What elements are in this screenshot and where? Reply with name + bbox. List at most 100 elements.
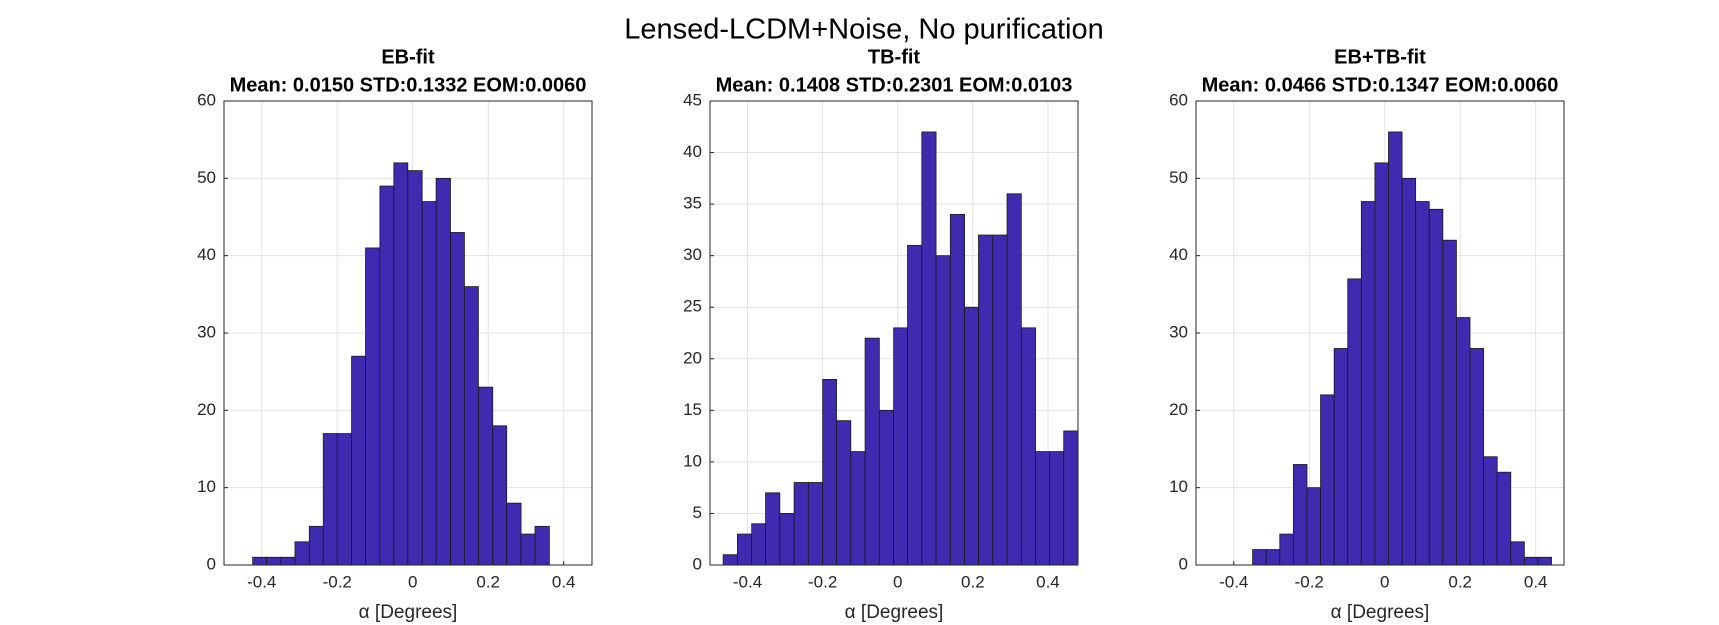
bar	[1483, 456, 1498, 566]
panel-title: EB+TB-fit	[1334, 46, 1426, 68]
x-tick-label: 0.2	[961, 572, 985, 591]
bar	[520, 533, 536, 566]
bar	[450, 232, 465, 566]
bar	[964, 306, 979, 566]
bar	[1415, 201, 1430, 566]
panel-subtitle: Mean: 0.0466 STD:0.1347 EOM:0.0060	[1202, 74, 1559, 96]
axes-box	[223, 100, 593, 566]
bar	[1265, 549, 1281, 566]
bar	[407, 170, 423, 566]
bar	[252, 556, 268, 566]
bar	[1360, 201, 1376, 566]
bar	[1333, 348, 1349, 566]
bar	[1401, 177, 1417, 566]
bar	[1006, 193, 1022, 566]
bar	[1456, 317, 1471, 566]
y-tick-label: 20	[683, 348, 702, 367]
bar	[850, 451, 866, 566]
y-tick-label: 30	[197, 322, 216, 341]
x-axis-label: α [Degrees]	[1331, 602, 1430, 623]
bar	[477, 386, 494, 566]
bar	[365, 247, 381, 566]
bar	[1510, 541, 1525, 566]
x-tick-label: 0.4	[1036, 572, 1060, 591]
y-tick-label: 30	[683, 245, 702, 264]
bar	[949, 214, 965, 566]
bar	[793, 482, 809, 566]
y-tick-label: 60	[1169, 90, 1188, 109]
y-tick-label: 30	[1169, 322, 1188, 341]
y-tick-label: 10	[1169, 477, 1188, 496]
bar	[421, 201, 437, 566]
x-axis-label: α [Degrees]	[359, 602, 458, 623]
panel-subtitle: Mean: 0.0150 STD:0.1332 EOM:0.0060	[230, 74, 587, 96]
bar	[1388, 131, 1403, 566]
bar	[1537, 556, 1552, 566]
bar	[935, 255, 951, 566]
x-tick-label: 0.2	[1448, 572, 1472, 591]
x-tick-label: 0	[893, 572, 902, 591]
bar	[722, 554, 738, 566]
y-tick-label: 0	[1179, 554, 1188, 573]
x-tick-label: -0.4	[1219, 572, 1248, 591]
bar	[864, 337, 880, 566]
y-tick-label: 0	[693, 554, 702, 573]
bar	[822, 378, 837, 566]
bar	[534, 525, 550, 566]
y-tick-label: 15	[683, 400, 702, 419]
x-tick-label: 0	[408, 572, 417, 591]
bar	[1035, 451, 1050, 566]
y-tick-label: 5	[693, 503, 702, 522]
y-tick-label: 40	[683, 142, 702, 161]
y-tick-label: 10	[197, 477, 216, 496]
bar	[751, 523, 766, 566]
y-tick-label: 20	[197, 400, 216, 419]
x-tick-label: -0.2	[808, 572, 837, 591]
x-tick-label: 0.4	[1524, 572, 1548, 591]
bar	[308, 525, 324, 566]
bar	[1442, 239, 1457, 566]
bar	[807, 482, 824, 566]
bar	[294, 541, 310, 566]
bar	[921, 131, 937, 566]
panel-title: TB-fit	[868, 46, 921, 68]
y-tick-label: 25	[683, 297, 702, 316]
bar	[1020, 327, 1036, 566]
bar	[1063, 430, 1079, 566]
x-tick-label: 0.2	[476, 572, 500, 591]
bar	[393, 162, 409, 566]
axes-box	[1195, 100, 1565, 566]
panel-title: EB-fit	[381, 46, 435, 68]
x-axis-label: α [Degrees]	[845, 602, 944, 623]
bar	[1374, 162, 1389, 566]
bar	[1496, 471, 1512, 566]
bar	[1306, 487, 1321, 566]
bar	[506, 502, 522, 566]
x-tick-label: 0	[1380, 572, 1389, 591]
bar	[492, 425, 508, 566]
x-tick-label: -0.2	[323, 572, 352, 591]
x-tick-label: -0.4	[733, 572, 762, 591]
bar	[878, 409, 895, 566]
bar	[992, 234, 1008, 566]
y-tick-label: 40	[197, 245, 216, 264]
y-tick-label: 0	[207, 554, 216, 573]
y-tick-label: 60	[197, 90, 216, 109]
bar	[1428, 208, 1444, 566]
bar	[1347, 278, 1362, 566]
bar	[1469, 348, 1485, 566]
bar	[1049, 451, 1065, 566]
x-tick-label: -0.2	[1295, 572, 1324, 591]
bar	[836, 420, 852, 566]
y-tick-label: 35	[683, 194, 702, 213]
bar	[1292, 464, 1308, 566]
bar	[779, 513, 795, 566]
bar	[280, 556, 296, 566]
bar	[435, 177, 451, 566]
y-tick-label: 50	[197, 168, 216, 187]
axes-box	[709, 100, 1079, 566]
bar	[464, 286, 479, 566]
x-tick-label: 0.4	[552, 572, 576, 591]
bar	[266, 556, 282, 566]
